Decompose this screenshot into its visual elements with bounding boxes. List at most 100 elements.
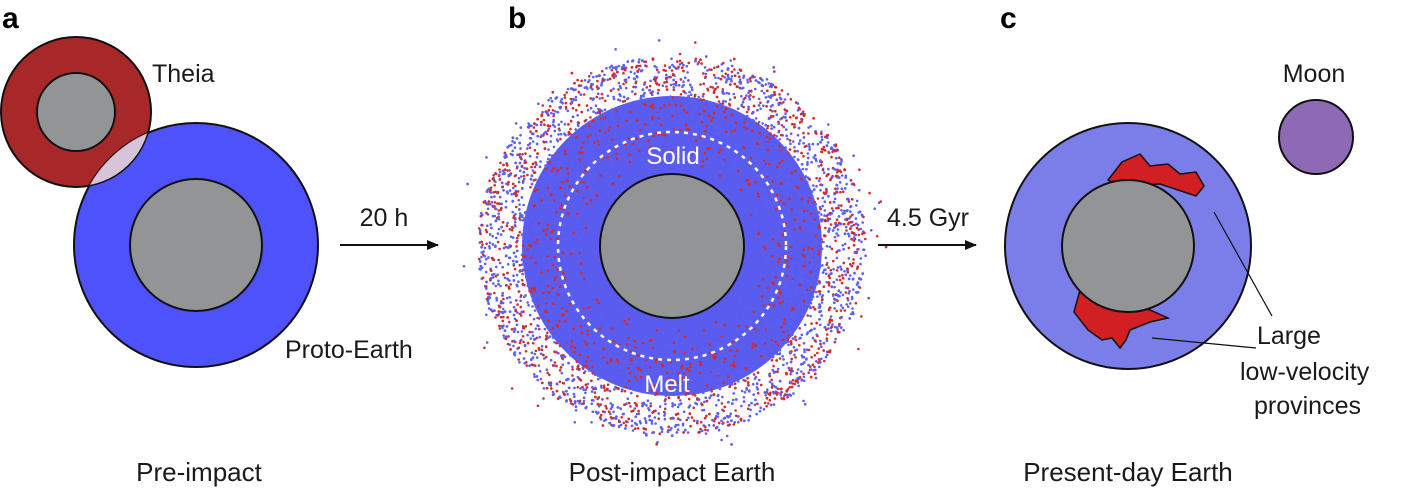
particle-proto-earth — [717, 76, 720, 80]
particle-theia — [749, 90, 753, 93]
particle-proto-earth — [597, 107, 600, 111]
particle-theia — [652, 134, 655, 138]
particle-theia — [589, 97, 592, 100]
particle-proto-earth — [598, 119, 601, 122]
particle-proto-earth — [572, 234, 575, 237]
particle-theia — [678, 59, 682, 63]
particle-theia — [664, 76, 668, 80]
particle-proto-earth — [670, 102, 674, 105]
particle-theia — [578, 367, 581, 371]
particle-proto-earth — [499, 301, 503, 305]
particle-proto-earth — [750, 75, 754, 79]
particle-proto-earth — [780, 169, 784, 172]
particle-theia — [605, 407, 608, 410]
particle-proto-earth — [574, 191, 577, 195]
particle-theia — [719, 77, 723, 81]
particle-theia — [504, 337, 508, 341]
particle-proto-earth — [549, 358, 553, 362]
particle-theia — [821, 168, 825, 172]
particle-proto-earth — [618, 110, 622, 113]
particle-proto-earth — [808, 148, 811, 151]
particle-proto-earth — [755, 324, 758, 327]
particle-theia — [788, 197, 791, 200]
particle-proto-earth — [512, 274, 515, 278]
particle-proto-earth — [638, 420, 642, 423]
particle-theia — [515, 236, 519, 240]
particle-proto-earth — [661, 84, 665, 87]
particle-proto-earth — [561, 159, 565, 163]
particle-proto-earth — [579, 213, 582, 217]
particle-proto-earth — [590, 363, 594, 366]
particle-theia — [657, 83, 661, 87]
particle-proto-earth — [485, 287, 488, 290]
particle-proto-earth — [657, 375, 660, 378]
particle-proto-earth — [533, 338, 536, 341]
particle-theia — [705, 384, 709, 387]
particle-theia — [531, 341, 535, 345]
particle-theia — [773, 133, 776, 137]
particle-proto-earth — [591, 410, 595, 414]
particle-proto-earth — [573, 421, 577, 424]
particle-theia — [809, 212, 813, 215]
particle-theia — [520, 164, 524, 168]
particle-theia — [685, 418, 688, 422]
particle-proto-earth — [820, 213, 823, 216]
particle-theia — [667, 425, 670, 429]
particle-proto-earth — [541, 194, 544, 197]
particle-proto-earth — [746, 370, 749, 374]
particle-proto-earth — [553, 341, 556, 344]
particle-proto-earth — [495, 236, 498, 240]
particle-theia — [581, 385, 584, 389]
particle-theia — [529, 322, 533, 326]
particle-theia — [688, 412, 692, 415]
particle-proto-earth — [490, 273, 494, 277]
particle-proto-earth — [579, 84, 583, 87]
particle-theia — [721, 88, 725, 91]
particle-theia — [665, 88, 669, 91]
particle-proto-earth — [792, 345, 796, 349]
particle-theia — [535, 129, 538, 133]
particle-proto-earth — [836, 228, 840, 231]
particle-proto-earth — [528, 137, 532, 140]
particle-proto-earth — [850, 224, 853, 228]
particle-proto-earth — [780, 298, 784, 301]
particle-theia — [503, 151, 507, 155]
particle-theia — [846, 222, 850, 226]
particle-theia — [839, 170, 843, 174]
particle-theia — [585, 104, 589, 107]
particle-theia — [783, 318, 786, 321]
particle-proto-earth — [515, 323, 519, 327]
particle-theia — [769, 115, 773, 118]
particle-theia — [638, 64, 642, 68]
particle-theia — [623, 403, 626, 407]
particle-theia — [811, 247, 814, 251]
particle-proto-earth — [748, 390, 751, 393]
particle-proto-earth — [856, 248, 859, 251]
particle-proto-earth — [839, 265, 842, 269]
particle-theia — [555, 210, 558, 214]
particle-proto-earth — [761, 332, 765, 336]
particle-theia — [556, 237, 559, 240]
particle-proto-earth — [579, 387, 582, 390]
particle-proto-earth — [839, 161, 842, 165]
particle-proto-earth — [791, 333, 794, 337]
particle-proto-earth — [600, 84, 603, 87]
particle-proto-earth — [549, 188, 553, 192]
particle-proto-earth — [547, 127, 551, 130]
particle-theia — [849, 179, 853, 182]
particle-proto-earth — [643, 417, 647, 420]
particle-theia — [766, 148, 770, 152]
particle-proto-earth — [566, 393, 569, 396]
particle-theia — [654, 131, 658, 135]
particle-proto-earth — [590, 143, 593, 146]
particle-proto-earth — [597, 404, 601, 408]
particle-proto-earth — [571, 365, 574, 369]
particle-proto-earth — [550, 111, 553, 115]
particle-theia — [756, 402, 759, 406]
particle-proto-earth — [849, 205, 853, 208]
particle-proto-earth — [751, 118, 755, 122]
particle-proto-earth — [812, 156, 815, 159]
particle-proto-earth — [657, 364, 661, 368]
particle-proto-earth — [827, 290, 830, 293]
particle-proto-earth — [765, 259, 769, 263]
